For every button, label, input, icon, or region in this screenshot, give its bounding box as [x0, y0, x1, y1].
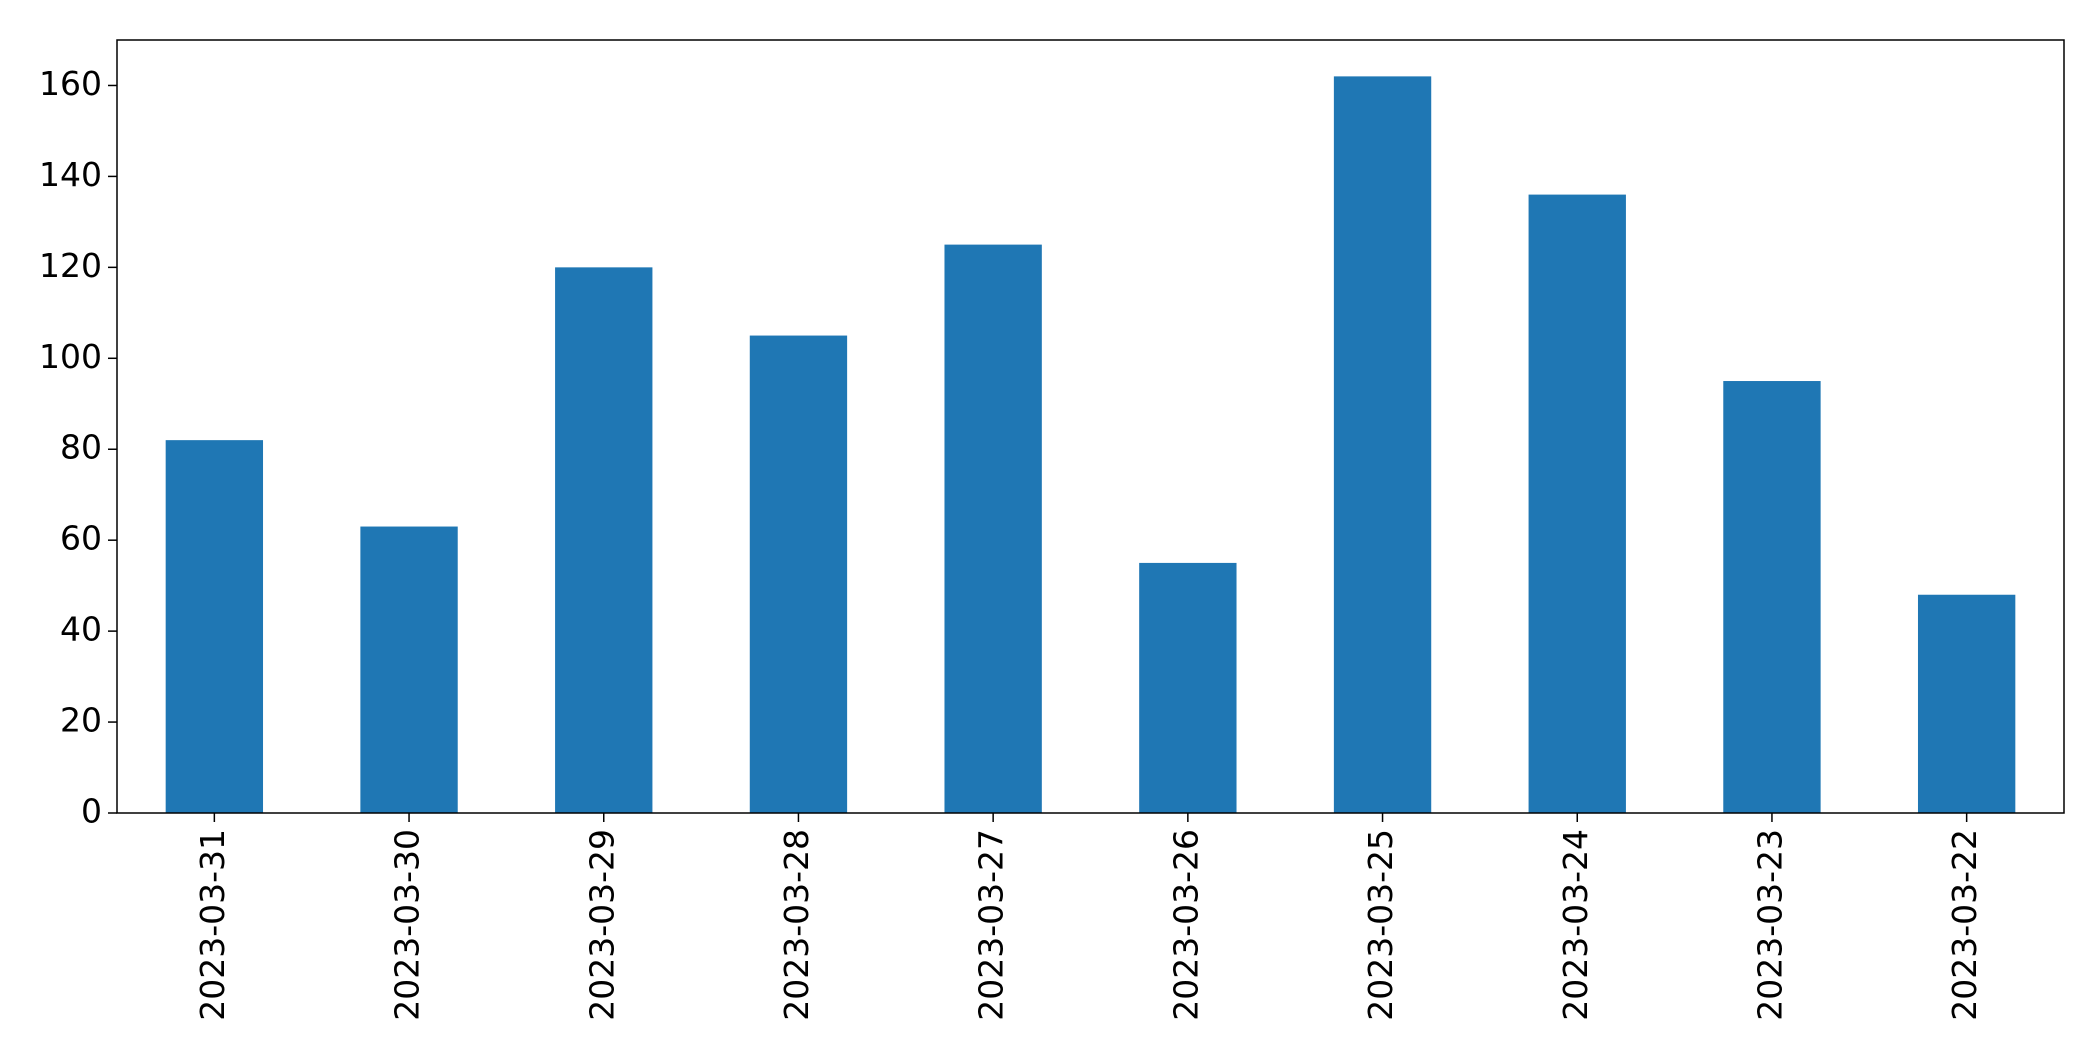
- bar: [1139, 562, 1237, 813]
- y-tick-label: 80: [60, 428, 102, 467]
- plot-frame: [116, 39, 2065, 814]
- x-tick-label: 2023-03-30: [388, 829, 427, 1021]
- x-tick-label: 2023-03-29: [582, 829, 621, 1021]
- x-tick-label: 2023-03-22: [1945, 829, 1984, 1021]
- x-tick-label: 2023-03-27: [972, 829, 1011, 1021]
- bar: [360, 526, 458, 813]
- y-tick-label: 100: [39, 337, 102, 376]
- bar: [165, 440, 264, 813]
- x-tick-label: 2023-03-25: [1361, 829, 1400, 1021]
- bar: [749, 335, 848, 813]
- y-tick-label: 0: [81, 792, 102, 831]
- bar: [1917, 594, 2016, 813]
- bar: [1333, 76, 1432, 814]
- x-tick-label: 2023-03-23: [1750, 829, 1789, 1021]
- x-tick-label: 2023-03-26: [1166, 829, 1205, 1021]
- y-tick-label: 60: [60, 519, 102, 558]
- y-tick-label: 160: [39, 64, 102, 103]
- y-tick-label: 20: [60, 701, 102, 740]
- x-tick-label: 2023-03-24: [1556, 829, 1595, 1021]
- y-tick-label: 40: [60, 610, 102, 649]
- y-tick-label: 140: [39, 155, 102, 194]
- bar: [555, 267, 653, 814]
- bar: [944, 244, 1042, 813]
- bar: [1723, 381, 1821, 813]
- bar: [1528, 194, 1626, 814]
- x-tick-label: 2023-03-28: [777, 829, 816, 1021]
- x-tick-label: 2023-03-31: [193, 829, 232, 1021]
- y-tick-label: 120: [39, 246, 102, 285]
